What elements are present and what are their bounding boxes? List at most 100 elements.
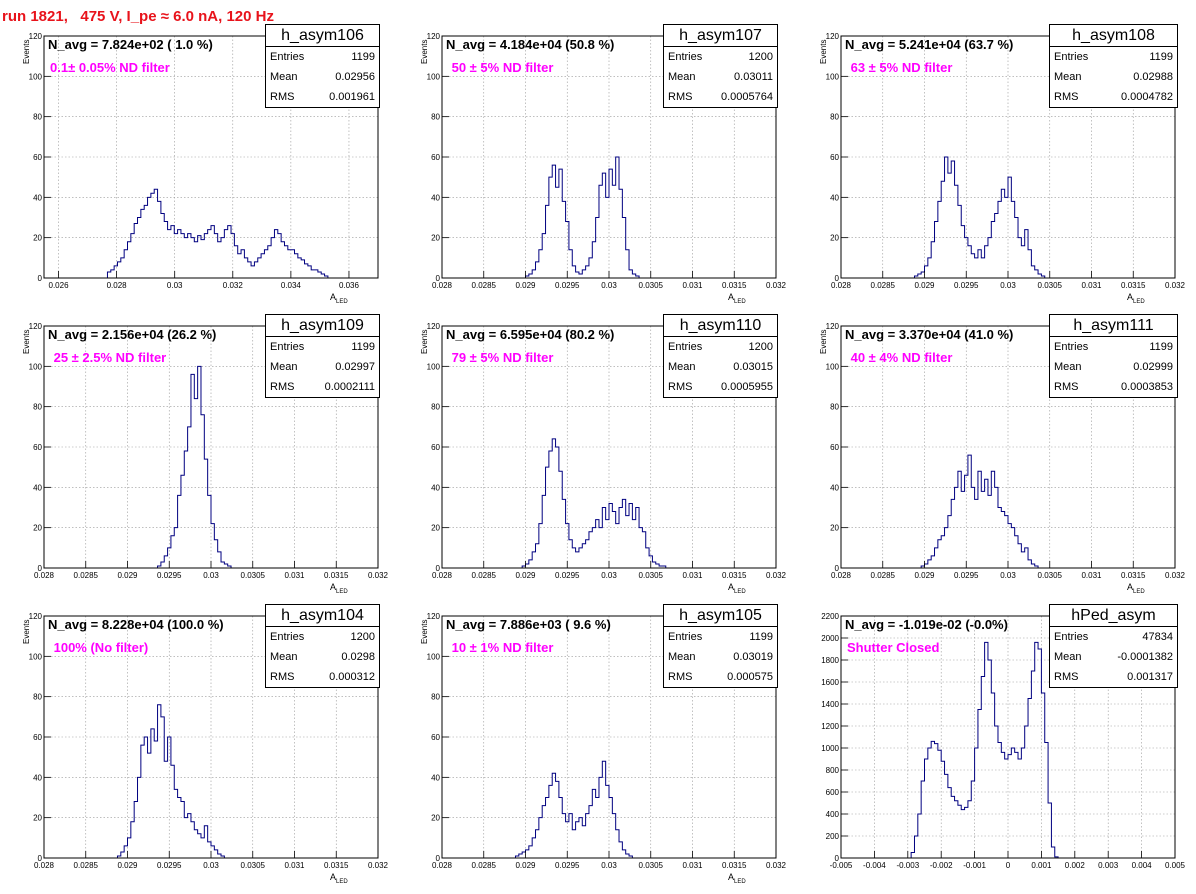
histogram-svg-h_asym107: 0.028 0.0285 0.029 0.0295 0.03 0.0305 0.031 0.0… [427, 32, 787, 290]
x-tick-label: 0.003 [1098, 861, 1119, 870]
y-tick-label: 120 [427, 32, 441, 41]
stat-row-rms: RMS 0.0002111 [266, 377, 379, 397]
histogram-name: h_asym110 [664, 315, 777, 337]
x-tick-label: 0.0315 [1121, 571, 1146, 580]
x-axis-title: ALED [1127, 292, 1145, 305]
y-axis-title: Events [420, 39, 429, 64]
x-tick-label: -0.001 [963, 861, 986, 870]
x-tick-label: 0.03 [203, 861, 219, 870]
x-tick-label: -0.005 [830, 861, 853, 870]
stat-value-rms: 0.000575 [727, 671, 773, 683]
stat-label-rms: RMS [270, 91, 295, 103]
y-tick-label: 120 [826, 32, 840, 41]
stat-label-mean: Mean [270, 651, 298, 663]
y-tick-label: 40 [431, 193, 440, 202]
navg-label: N_avg = 4.184e+04 (50.8 %) [446, 37, 615, 52]
x-tick-label: 0 [1006, 861, 1011, 870]
x-tick-label: 0.0305 [639, 281, 664, 290]
y-axis-title: Events [819, 39, 828, 64]
histogram-name: h_asym104 [266, 605, 379, 627]
x-tick-label: 0.031 [682, 281, 703, 290]
stat-value-entries: 47834 [1142, 631, 1173, 643]
y-tick-label: 0 [38, 854, 43, 863]
y-tick-label: 0 [38, 564, 43, 573]
stat-value-mean: 0.03011 [734, 71, 773, 83]
y-tick-label: 120 [427, 322, 441, 331]
navg-label: N_avg = 2.156e+04 (26.2 %) [48, 327, 217, 342]
y-tick-label: 20 [830, 234, 839, 243]
x-tick-label: 0.031 [1081, 281, 1102, 290]
stat-row-rms: RMS 0.001317 [1050, 667, 1177, 687]
x-tick-label: 0.028 [432, 861, 453, 870]
stat-value-rms: 0.0003853 [1121, 381, 1173, 393]
y-tick-label: 40 [33, 483, 42, 492]
stat-label-entries: Entries [270, 51, 305, 63]
stat-value-entries: 1200 [748, 51, 773, 63]
x-tick-label: 0.032 [766, 281, 787, 290]
y-tick-label: 400 [826, 810, 840, 819]
stat-value-entries: 1200 [350, 631, 375, 643]
navg-label: N_avg = -1.019e-02 (-0.0%) [845, 617, 1008, 632]
x-tick-label: 0.0295 [157, 861, 182, 870]
y-tick-label: 80 [830, 113, 839, 122]
x-axis-title-main: A [728, 582, 735, 592]
stat-row-entries: Entries 1199 [1050, 47, 1177, 67]
x-tick-label: 0.028 [107, 281, 128, 290]
x-tick-label: 0.032 [223, 281, 244, 290]
x-tick-label: 0.036 [339, 281, 360, 290]
x-tick-label: 0.03 [203, 571, 219, 580]
x-tick-label: 0.032 [766, 861, 787, 870]
stat-row-rms: RMS 0.000312 [266, 667, 379, 687]
histogram-line-h_asym108 [841, 156, 1175, 279]
navg-label: N_avg = 7.824e+02 ( 1.0 %) [48, 37, 213, 52]
y-axis-title: Events [420, 619, 429, 644]
stat-label-entries: Entries [668, 341, 703, 353]
x-axis-title: ALED [1127, 582, 1145, 595]
stat-label-rms: RMS [668, 91, 693, 103]
x-tick-label: 0.0295 [555, 571, 580, 580]
histogram-line-h_asym107 [442, 156, 776, 279]
stat-value-entries: 1199 [1149, 51, 1173, 63]
stat-value-rms: 0.0002111 [324, 381, 375, 393]
x-tick-label: 0.031 [682, 571, 703, 580]
x-tick-label: 0.029 [117, 861, 138, 870]
y-tick-label: 40 [33, 773, 42, 782]
navg-label: N_avg = 3.370e+04 (41.0 %) [845, 327, 1014, 342]
y-tick-label: 80 [431, 693, 440, 702]
histogram-svg-h_asym105: 0.028 0.0285 0.029 0.0295 0.03 0.0305 0.031 0.0… [427, 612, 787, 870]
y-tick-label: 60 [33, 733, 42, 742]
stat-row-entries: Entries 1200 [266, 627, 379, 647]
stat-value-entries: 1199 [749, 631, 773, 643]
stat-box-hPed_asym: hPed_asym Entries 47834 Mean -0.0001382 RMS 0.… [1049, 604, 1178, 688]
x-tick-label: 0.0285 [472, 861, 497, 870]
filter-label: 25 ± 2.5% ND filter [50, 350, 167, 365]
y-tick-label: 60 [431, 443, 440, 452]
stat-label-entries: Entries [1054, 631, 1089, 643]
y-tick-label: 80 [830, 403, 839, 412]
stat-box-h_asym106: h_asym106 Entries 1199 Mean 0.02956 RMS 0.0019… [265, 24, 380, 108]
y-tick-label: 800 [826, 766, 840, 775]
histogram-line-h_asym106 [44, 188, 378, 279]
y-axis-title: Events [22, 329, 31, 354]
x-axis-title-sub: LED [734, 298, 746, 305]
histogram-panel-h_asym107: 0.028 0.0285 0.029 0.0295 0.03 0.0305 0.031 0.0… [398, 24, 796, 314]
x-axis-title: ALED [330, 582, 348, 595]
x-tick-label: 0.0315 [722, 281, 747, 290]
y-tick-label: 20 [431, 814, 440, 823]
filter-label: 79 ± 5% ND filter [448, 350, 554, 365]
y-tick-label: 0 [835, 564, 840, 573]
histogram-panel-hPed_asym: -0.005 -0.004 -0.003 -0.002 -0.001 0 0.001 0.00… [797, 604, 1195, 894]
x-tick-label: 0.03 [601, 571, 617, 580]
filter-label: 10 ± 1% ND filter [448, 640, 554, 655]
x-tick-label: 0.0315 [1121, 281, 1146, 290]
x-axis-title: ALED [330, 872, 348, 885]
stat-label-mean: Mean [270, 71, 298, 83]
stat-row-mean: Mean 0.02997 [266, 357, 379, 377]
stat-value-rms: 0.0005764 [721, 91, 773, 103]
x-tick-label: 0.005 [1165, 861, 1186, 870]
stat-label-rms: RMS [270, 671, 295, 683]
y-tick-label: 40 [830, 193, 839, 202]
y-tick-label: 60 [830, 153, 839, 162]
histogram-panel-h_asym105: 0.028 0.0285 0.029 0.0295 0.03 0.0305 0.031 0.0… [398, 604, 796, 894]
navg-label: N_avg = 7.886e+03 ( 9.6 %) [446, 617, 611, 632]
